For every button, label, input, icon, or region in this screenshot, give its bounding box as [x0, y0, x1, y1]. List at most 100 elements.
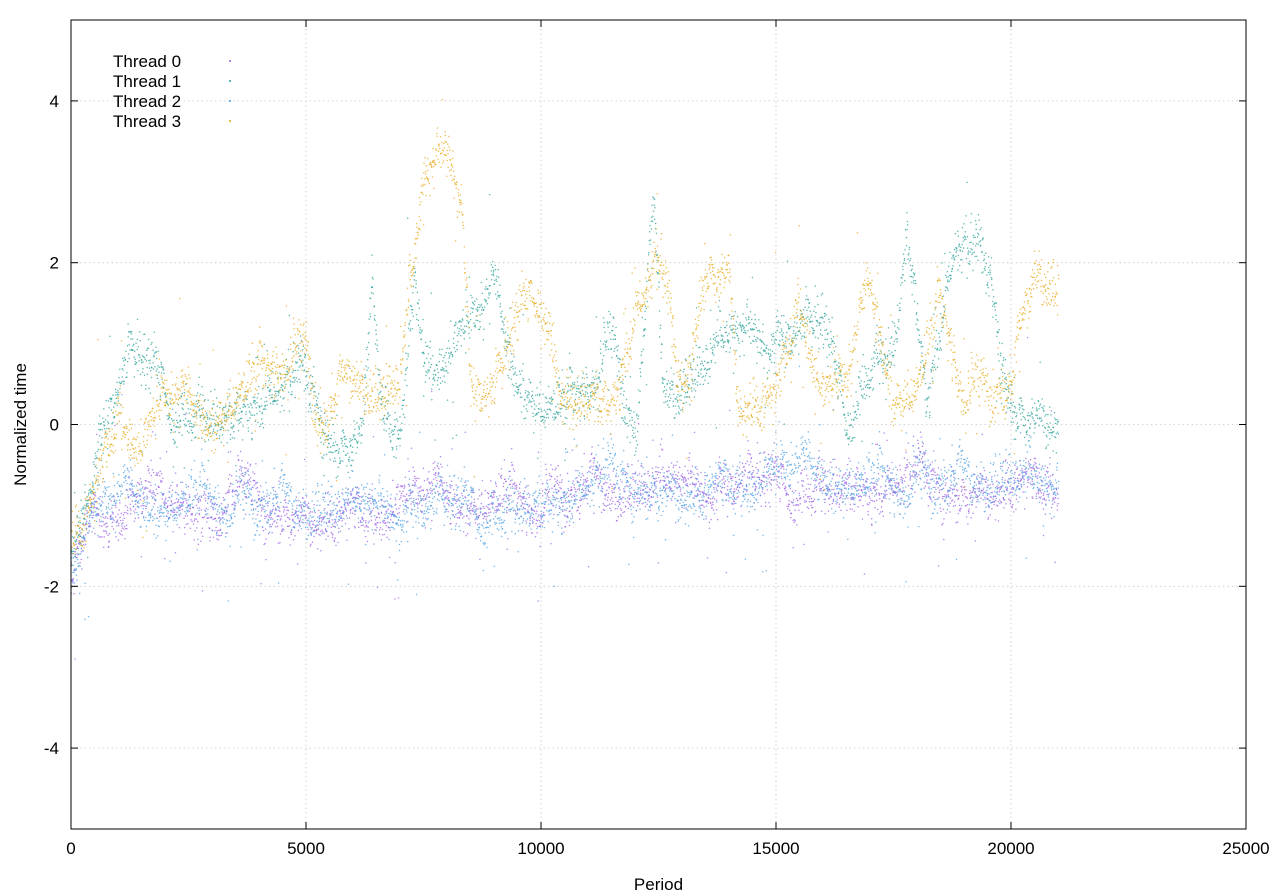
data-point [927, 474, 930, 477]
data-point [394, 497, 396, 499]
data-point [75, 569, 78, 571]
data-point [100, 504, 103, 506]
data-point [939, 507, 942, 509]
data-point [116, 500, 118, 502]
data-point [387, 503, 390, 505]
data-point [1013, 479, 1016, 482]
data-point [105, 508, 107, 510]
data-point [129, 458, 132, 461]
data-point [223, 510, 226, 512]
data-point [230, 474, 233, 477]
data-point [604, 493, 606, 496]
data-point [453, 496, 456, 498]
data-point [781, 477, 783, 480]
data-point [523, 495, 526, 498]
data-point [718, 466, 721, 468]
data-point [519, 508, 521, 510]
data-point [157, 506, 159, 509]
data-point [720, 468, 722, 470]
data-point [111, 507, 113, 509]
data-point [699, 490, 701, 493]
data-point [819, 466, 822, 469]
data-point [143, 505, 145, 507]
data-point [641, 496, 644, 498]
data-point [457, 511, 460, 514]
data-point [912, 435, 915, 438]
data-point [566, 515, 568, 517]
data-point [764, 505, 767, 507]
data-point [333, 522, 335, 524]
data-point [602, 509, 605, 511]
data-point [1001, 476, 1004, 479]
data-point [864, 472, 866, 474]
data-point [992, 483, 994, 486]
data-point [280, 476, 282, 478]
data-point [637, 422, 640, 425]
data-point [199, 480, 202, 482]
data-point [659, 494, 662, 496]
data-point [546, 479, 548, 482]
data-point [145, 505, 147, 508]
data-point [813, 479, 815, 482]
data-point [238, 475, 241, 478]
data-point [543, 520, 545, 522]
data-point [516, 507, 519, 510]
data-point [840, 490, 843, 493]
data-point [943, 495, 945, 498]
data-point [76, 546, 79, 548]
data-point [376, 505, 378, 507]
data-point [1009, 500, 1012, 502]
data-point [550, 512, 552, 515]
data-point [538, 489, 541, 491]
data-point [172, 507, 175, 510]
data-point [618, 486, 620, 489]
data-point [456, 512, 459, 515]
data-point [515, 512, 517, 514]
data-point [916, 464, 919, 467]
data-point [416, 477, 418, 479]
data-point [420, 486, 422, 488]
data-point [646, 517, 649, 520]
data-point [474, 504, 476, 507]
data-point [1050, 410, 1053, 412]
data-point [400, 526, 403, 529]
data-point [422, 525, 424, 528]
data-point [291, 508, 294, 510]
data-point [467, 480, 469, 482]
data-point [495, 509, 498, 512]
data-point [612, 470, 615, 472]
data-point [73, 571, 75, 574]
data-point [1028, 464, 1030, 466]
data-point [300, 527, 303, 530]
data-point [159, 511, 161, 514]
data-point [170, 509, 172, 512]
data-point [238, 486, 241, 488]
data-point [630, 487, 633, 489]
data-point [78, 543, 81, 546]
data-point [215, 526, 217, 529]
data-point [344, 491, 347, 494]
data-point [329, 509, 332, 512]
data-point [193, 498, 195, 501]
data-point [620, 515, 623, 517]
data-point [875, 493, 877, 496]
data-point [385, 512, 388, 514]
data-point [557, 524, 560, 526]
data-point [775, 465, 778, 467]
data-point [604, 476, 606, 478]
data-point [457, 486, 460, 488]
data-point [330, 495, 333, 498]
data-point [420, 489, 423, 491]
data-point [688, 456, 690, 459]
data-point [987, 518, 989, 521]
data-point [335, 544, 337, 547]
data-point [683, 492, 686, 495]
data-point [956, 490, 959, 492]
data-point [734, 483, 737, 486]
data-point [790, 512, 793, 514]
data-point [94, 511, 96, 513]
data-point [687, 477, 690, 480]
data-point [127, 469, 129, 471]
data-point [777, 456, 779, 458]
data-point [538, 503, 540, 505]
